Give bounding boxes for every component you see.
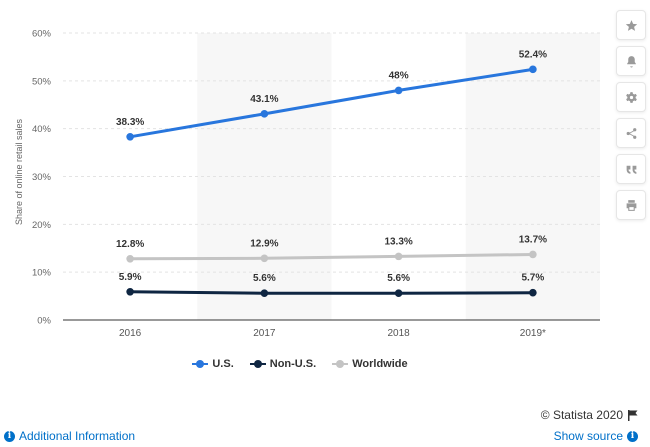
x-tick-label: 2017 bbox=[253, 328, 276, 339]
data-point-worldwide bbox=[260, 254, 269, 263]
data-label-non-u-s: 5.7% bbox=[521, 273, 544, 284]
series-lines bbox=[128, 67, 535, 295]
y-tick-label: 30% bbox=[32, 172, 52, 183]
show-source-label: Show source bbox=[553, 429, 623, 443]
data-point-non-u-s bbox=[126, 287, 134, 296]
gear-icon bbox=[625, 91, 637, 103]
legend-item-non-us[interactable]: Non-U.S. bbox=[249, 358, 317, 370]
data-label-u-s: 52.4% bbox=[519, 49, 547, 60]
additional-information-link[interactable]: i Additional Information bbox=[4, 429, 135, 443]
data-label-u-s: 38.3% bbox=[116, 117, 144, 128]
data-point-worldwide bbox=[394, 252, 403, 261]
legend-item-us[interactable]: U.S. bbox=[192, 358, 234, 370]
data-label-worldwide: 12.9% bbox=[250, 238, 278, 249]
series-line-non-u-s bbox=[128, 290, 535, 295]
data-label-non-u-s: 5.6% bbox=[253, 273, 276, 284]
additional-information-label: Additional Information bbox=[19, 429, 136, 443]
chart-legend: U.S. Non-U.S. Worldwide bbox=[0, 358, 600, 370]
legend-label-non-us: Non-U.S. bbox=[269, 358, 317, 370]
data-label-u-s: 43.1% bbox=[250, 94, 278, 105]
show-source-link[interactable]: Show source i bbox=[554, 429, 638, 443]
y-tick-label: 40% bbox=[32, 124, 52, 135]
data-label-u-s: 48% bbox=[389, 70, 409, 81]
x-tick-label: 2019* bbox=[520, 328, 546, 339]
print-button[interactable] bbox=[616, 190, 646, 220]
x-axis-ticks: 2016 2017 2018 2019* bbox=[119, 328, 546, 339]
y-axis-title: Share of online retail sales bbox=[14, 118, 24, 225]
legend-marker-us bbox=[192, 360, 209, 368]
info-icon: i bbox=[627, 430, 638, 442]
flag-icon bbox=[628, 409, 638, 421]
x-tick-label: 2018 bbox=[388, 328, 411, 339]
data-label-worldwide: 13.7% bbox=[519, 234, 547, 245]
statista-credits[interactable]: © Statista 2020 bbox=[541, 408, 638, 422]
series-points bbox=[126, 65, 537, 298]
y-tick-label: 0% bbox=[37, 316, 51, 327]
data-point-worldwide bbox=[126, 254, 134, 263]
data-label-worldwide: 12.8% bbox=[116, 239, 144, 250]
data-point-u-s bbox=[529, 65, 537, 74]
y-axis-ticks: 0% 10% 20% 30% 40% 50% 60% bbox=[32, 29, 52, 327]
data-point-worldwide bbox=[529, 250, 537, 259]
series-line-worldwide bbox=[128, 252, 535, 261]
data-label-non-u-s: 5.9% bbox=[119, 272, 142, 283]
data-point-u-s bbox=[260, 110, 269, 118]
info-icon: i bbox=[4, 430, 15, 442]
legend-item-worldwide[interactable]: Worldwide bbox=[332, 358, 408, 370]
share-button[interactable] bbox=[616, 118, 646, 148]
cite-button[interactable] bbox=[616, 154, 646, 184]
data-point-u-s bbox=[394, 86, 403, 95]
series-data-labels: 38.3% 43.1% 48% 52.4% 5.9% 5.6% 5.6% 5.7% 12.8% 1… bbox=[116, 49, 547, 284]
data-label-worldwide: 13.3% bbox=[384, 236, 412, 247]
star-icon bbox=[625, 19, 637, 31]
print-icon bbox=[626, 199, 636, 211]
data-point-non-u-s bbox=[529, 288, 537, 297]
y-tick-label: 10% bbox=[32, 268, 52, 279]
favorite-button[interactable] bbox=[616, 10, 646, 40]
legend-label-worldwide: Worldwide bbox=[352, 358, 408, 370]
credits-text: © Statista 2020 bbox=[540, 408, 623, 422]
x-tick-label: 2016 bbox=[119, 328, 142, 339]
y-tick-label: 60% bbox=[32, 29, 52, 40]
legend-label-us: U.S. bbox=[212, 358, 234, 370]
legend-marker-non-us bbox=[249, 360, 266, 368]
data-label-non-u-s: 5.6% bbox=[387, 273, 410, 284]
quote-icon bbox=[626, 165, 636, 174]
data-point-non-u-s bbox=[394, 289, 403, 298]
notification-button[interactable] bbox=[616, 46, 646, 76]
settings-button[interactable] bbox=[616, 82, 646, 112]
data-point-u-s bbox=[126, 132, 134, 141]
legend-marker-worldwide bbox=[332, 360, 349, 368]
bell-icon bbox=[626, 55, 636, 67]
series-line-u-s bbox=[128, 67, 535, 139]
data-point-non-u-s bbox=[260, 289, 269, 298]
y-tick-label: 20% bbox=[32, 220, 52, 231]
share-icon bbox=[626, 127, 636, 139]
y-tick-label: 50% bbox=[32, 76, 52, 87]
